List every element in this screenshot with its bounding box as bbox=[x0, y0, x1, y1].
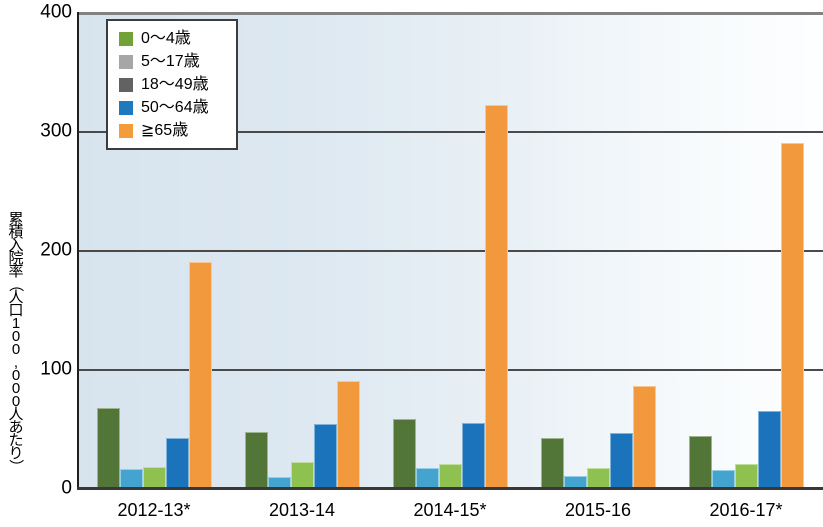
bar bbox=[485, 105, 508, 488]
legend-swatch-icon bbox=[119, 54, 133, 69]
bar bbox=[143, 467, 166, 488]
y-axis-line bbox=[77, 12, 79, 489]
bar bbox=[633, 386, 656, 488]
bar bbox=[610, 433, 633, 488]
bar-group bbox=[689, 143, 804, 488]
bar bbox=[393, 419, 416, 488]
bar bbox=[166, 438, 189, 488]
bar bbox=[416, 468, 439, 488]
legend-label: 5〜17歳 bbox=[141, 53, 200, 70]
legend-label: ≧65歳 bbox=[141, 122, 189, 139]
bar bbox=[189, 262, 212, 488]
y-axis-label-char: 率 bbox=[8, 263, 24, 280]
bar bbox=[781, 143, 804, 488]
bar-group bbox=[541, 386, 656, 488]
y-axis-label-char: 累 bbox=[8, 211, 24, 228]
y-axis-label-char: 院 bbox=[8, 250, 24, 267]
gridline bbox=[79, 131, 823, 133]
y-axis-label: 累積入院率（人口 1 0 0, 0 0 0 人あたり） bbox=[4, 211, 28, 474]
y-tick-label: 0 bbox=[61, 477, 72, 499]
y-axis-label-char: 積 bbox=[8, 224, 24, 241]
y-axis-label-char: 0 bbox=[11, 380, 21, 397]
y-axis-label-char: 0 bbox=[11, 367, 21, 384]
bar bbox=[462, 423, 485, 488]
x-tick-label: 2012-13* bbox=[117, 500, 191, 520]
x-tick-label: 2016-17* bbox=[709, 500, 783, 520]
bar bbox=[291, 462, 314, 488]
legend-item: 0〜4歳 bbox=[119, 30, 230, 47]
y-axis-label-char: 入 bbox=[8, 237, 24, 254]
bar bbox=[337, 381, 360, 488]
bar-group bbox=[97, 262, 212, 488]
gridline bbox=[79, 12, 823, 15]
y-axis-label-char: 人 bbox=[8, 406, 24, 423]
bar-group bbox=[245, 381, 360, 488]
bar bbox=[97, 408, 120, 488]
legend-swatch-icon bbox=[119, 100, 133, 115]
y-axis-label-char: 0 bbox=[11, 341, 21, 358]
legend-item: 5〜17歳 bbox=[119, 53, 230, 70]
x-tick-labels: 2012-13* 2013-14 2014-15* 2015-16 2016-17* bbox=[79, 500, 823, 527]
bar bbox=[758, 411, 781, 488]
y-tick-label: 400 bbox=[40, 1, 72, 23]
y-axis-label-char: た bbox=[8, 432, 24, 449]
y-axis-label-char: 人 bbox=[8, 289, 24, 306]
bar-group bbox=[393, 105, 508, 488]
x-tick-label: 2013-14 bbox=[268, 500, 336, 520]
bar bbox=[564, 476, 587, 488]
legend-item: ≧65歳 bbox=[119, 122, 230, 139]
bar bbox=[314, 424, 337, 488]
legend-label: 18〜49歳 bbox=[141, 76, 209, 93]
bar bbox=[120, 469, 143, 488]
bar bbox=[735, 464, 758, 488]
gridline bbox=[79, 250, 823, 252]
bar-groups bbox=[79, 12, 823, 488]
legend-swatch-icon bbox=[119, 77, 133, 92]
y-axis-label-char: , bbox=[13, 354, 19, 371]
y-axis-label-char: あ bbox=[8, 419, 24, 436]
bar bbox=[268, 477, 291, 488]
y-tick-labels: 0 100 200 300 400 bbox=[0, 0, 72, 527]
legend-item: 50〜64歳 bbox=[119, 99, 230, 116]
y-tick-label: 200 bbox=[40, 239, 72, 261]
y-tick-label: 100 bbox=[40, 358, 72, 380]
gridline bbox=[79, 369, 823, 371]
bar bbox=[541, 438, 564, 488]
x-tick-label: 2014-15* bbox=[413, 500, 487, 520]
y-axis-label-char: 1 bbox=[11, 315, 21, 332]
legend-item: 18〜49歳 bbox=[119, 76, 230, 93]
bar bbox=[587, 468, 610, 488]
legend: 0〜4歳 5〜17歳 18〜49歳 50〜64歳 ≧65歳 bbox=[106, 19, 238, 150]
bar bbox=[245, 432, 268, 488]
legend-swatch-icon bbox=[119, 123, 133, 138]
x-axis-line bbox=[77, 487, 823, 490]
x-tick-label: 2015-16 bbox=[564, 500, 632, 520]
y-axis-label-char: 0 bbox=[11, 393, 21, 410]
y-axis-label-char: 口 bbox=[8, 302, 24, 319]
y-axis-label-char: り bbox=[8, 445, 24, 462]
legend-swatch-icon bbox=[119, 31, 133, 46]
bar bbox=[712, 470, 735, 488]
legend-items: 0〜4歳 5〜17歳 18〜49歳 50〜64歳 ≧65歳 bbox=[119, 30, 230, 139]
bar bbox=[689, 436, 712, 488]
y-tick-label: 300 bbox=[40, 120, 72, 142]
legend-label: 50〜64歳 bbox=[141, 99, 209, 116]
y-axis-label-char: 0 bbox=[11, 328, 21, 345]
legend-label: 0〜4歳 bbox=[141, 30, 191, 47]
bar bbox=[439, 464, 462, 488]
